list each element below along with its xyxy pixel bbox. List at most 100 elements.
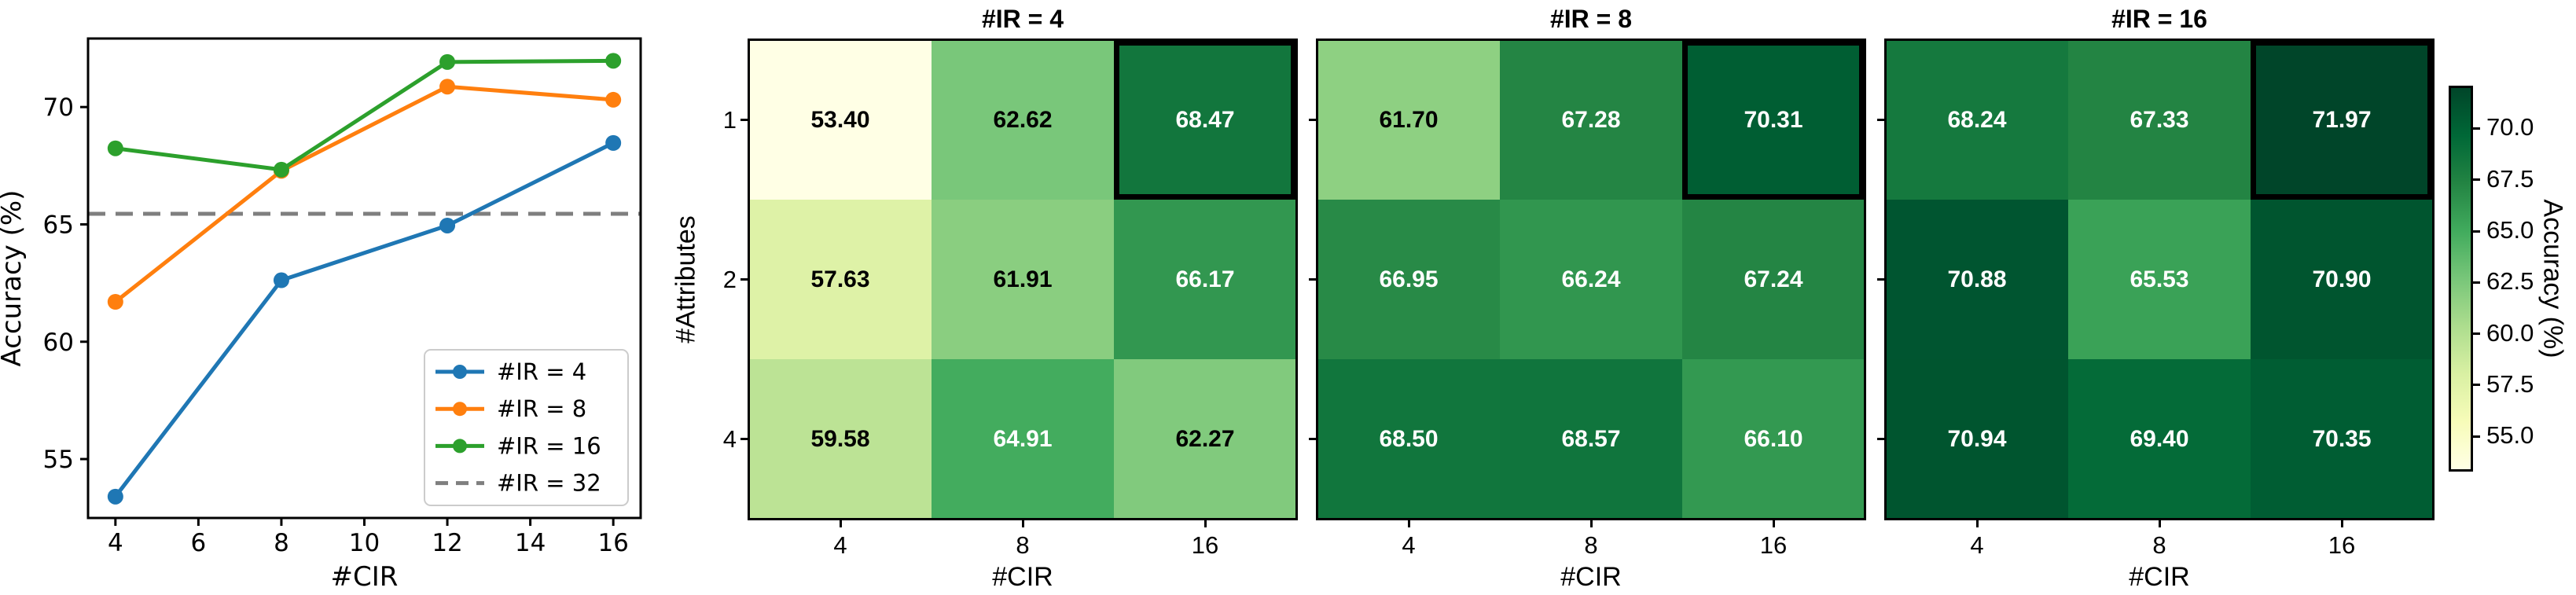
heatmap-x-tick-label: 8	[2152, 531, 2166, 559]
heatmap-x-tick	[1407, 520, 1410, 527]
heatmap-x-tick	[2340, 520, 2343, 527]
colorbar-tick-label: 55.0	[2486, 421, 2534, 450]
data-point	[605, 53, 622, 69]
x-tick-label: 14	[515, 529, 546, 557]
colorbar-tick-label: 67.5	[2486, 164, 2534, 193]
colorbar-tick-label: 57.5	[2486, 369, 2534, 398]
heatmap-cell: 66.10	[1682, 359, 1865, 519]
x-tick-label: 12	[432, 529, 462, 557]
data-point	[439, 79, 456, 95]
heatmap-y-tick	[740, 438, 748, 440]
legend-sample-marker	[453, 439, 467, 454]
heatmap-cell: 69.40	[2068, 359, 2251, 519]
heatmap-cell: 70.88	[1886, 200, 2068, 359]
legend-sample-marker	[453, 365, 467, 379]
legend-box	[424, 349, 629, 506]
heatmap-x-tick	[1021, 520, 1024, 527]
heatmap-y-tick-label: 2	[722, 265, 737, 293]
heatmap-cell: 67.28	[1500, 40, 1682, 200]
heatmap-cell: 62.27	[1114, 359, 1296, 519]
heatmap-cell: 61.70	[1317, 40, 1500, 200]
legend-entry-label: #IR = 32	[497, 470, 601, 497]
heatmap-cell: 68.24	[1886, 40, 2068, 200]
colorbar-tick-label: 65.0	[2486, 216, 2534, 244]
x-tick-label: 8	[274, 529, 289, 557]
heatmap-y-tick	[1877, 278, 1884, 281]
heatmap-x-tick-label: 4	[833, 531, 847, 559]
heatmap-y-axis-label: #Attributes	[671, 215, 701, 343]
heatmap-x-tick-label: 4	[1402, 531, 1416, 559]
heatmap-cell: 67.33	[2068, 40, 2251, 200]
data-point	[439, 217, 456, 233]
colorbar-tick-label: 62.5	[2486, 267, 2534, 296]
heatmap-x-tick-label: 8	[1584, 531, 1598, 559]
heatmap-x-tick	[1203, 520, 1207, 527]
colorbar-tick	[2473, 332, 2480, 336]
colorbar-tick	[2473, 384, 2480, 387]
heatmap-x-axis-label: #CIR	[992, 562, 1053, 592]
data-point	[107, 488, 123, 505]
heatmap-x-tick-label: 8	[1016, 531, 1030, 559]
y-tick-label: 60	[43, 329, 74, 357]
heatmap-x-tick	[2158, 520, 2161, 527]
x-tick-label: 4	[108, 529, 123, 557]
legend-entry-label: #IR = 8	[497, 395, 586, 422]
heatmap-cell: 68.50	[1317, 359, 1500, 519]
series-line-0	[113, 141, 616, 499]
heatmap-x-tick-label: 16	[2328, 531, 2356, 559]
heatmap-x-tick-label: 16	[1759, 531, 1788, 559]
colorbar-tick	[2473, 230, 2480, 233]
x-tick-label: 16	[597, 529, 628, 557]
heatmap-x-axis-label: #CIR	[2129, 562, 2190, 592]
colorbar-axis-label: Accuracy (%)	[2537, 198, 2568, 358]
legend-entry-label: #IR = 16	[497, 432, 601, 459]
heatmap-cell: 61.91	[932, 200, 1114, 359]
heatmap-title: #IR = 8	[1549, 5, 1633, 33]
heatmap-x-axis-label: #CIR	[1560, 562, 1622, 592]
heatmap-y-tick-label: 4	[722, 424, 737, 453]
heatmap-x-tick-label: 4	[1970, 531, 1984, 559]
data-point	[273, 272, 289, 288]
colorbar-tick	[2473, 127, 2480, 130]
heatmap-y-tick	[1309, 438, 1316, 440]
heatmap-cell: 66.17	[1114, 200, 1296, 359]
x-tick-label: 10	[349, 529, 380, 557]
heatmap-cell: 70.94	[1886, 359, 2068, 519]
x-tick-label: 6	[191, 529, 207, 557]
colorbar-tick-label: 60.0	[2486, 318, 2534, 347]
heatmap-cell: 68.57	[1500, 359, 1682, 519]
heatmap-cell: 66.95	[1317, 200, 1500, 359]
heatmap-y-tick	[1309, 278, 1316, 281]
colorbar-tick	[2473, 178, 2480, 182]
heatmap-cell: 62.62	[932, 40, 1114, 200]
heatmap-y-tick	[1877, 438, 1884, 440]
heatmap-y-tick	[1877, 119, 1884, 121]
heatmap-cell: 70.90	[2251, 200, 2433, 359]
heatmap-cell-highlighted: 70.31	[1682, 40, 1865, 200]
heatmap-cell: 70.35	[2251, 359, 2433, 519]
heatmap-y-tick	[740, 119, 748, 121]
heatmap-y-tick	[740, 278, 748, 281]
y-tick-label: 65	[43, 211, 74, 239]
heatmap-cell: 65.53	[2068, 200, 2251, 359]
series-line-1	[113, 84, 616, 304]
data-point	[107, 294, 123, 310]
legend-sample-marker	[453, 402, 467, 417]
colorbar-gradient-bar	[2449, 86, 2473, 472]
legend-entry-label: #IR = 4	[497, 358, 586, 385]
y-tick-label: 55	[43, 446, 74, 474]
heatmap-cell: 66.24	[1500, 200, 1682, 359]
heatmap-x-tick	[1975, 520, 1979, 527]
data-point	[605, 134, 622, 151]
line-chart: 4 6 8 10 12 14 16 55 60 65 70 #CIR Accuracy (%) #IR =…	[0, 37, 642, 593]
heatmap-cell: 57.63	[749, 200, 932, 359]
heatmap-title: #IR = 4	[981, 5, 1064, 33]
data-point	[107, 140, 123, 156]
heatmap-cell: 59.58	[749, 359, 932, 519]
heatmap-cell: 53.40	[749, 40, 932, 200]
heatmap-cell-highlighted: 68.47	[1114, 40, 1296, 200]
y-axis-label: Accuracy (%)	[0, 190, 28, 367]
colorbar-tick-label: 70.0	[2486, 113, 2534, 141]
colorbar-tick	[2473, 281, 2480, 284]
